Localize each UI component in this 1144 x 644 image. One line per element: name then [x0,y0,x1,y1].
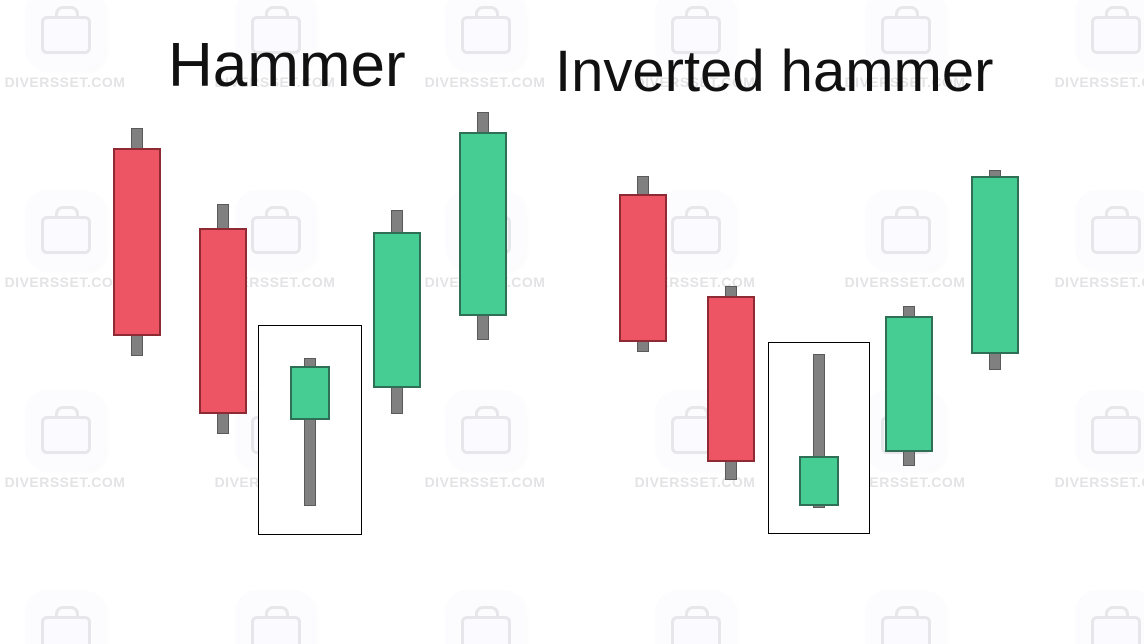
watermark-text: DIVERSSET.COM [410,74,560,90]
watermark-tile: DIVERSSET.COM [620,590,770,644]
watermark-tile: DIVERSSET.COM [1040,590,1144,644]
briefcase-icon [445,590,525,644]
watermark-text: DIVERSSET.COM [620,474,770,490]
briefcase-icon [655,590,735,644]
left-c5-body [459,132,507,316]
watermark-text: DIVERSSET.COM [0,74,140,90]
watermark-tile: DIVERSSET.COM [1040,0,1144,90]
briefcase-icon [1075,590,1144,644]
watermark-tile: DIVERSSET.COM [0,0,140,90]
watermark-tile: DIVERSSET.COM [1040,190,1144,290]
right-c1-body [619,194,667,342]
right-c3-body [799,456,839,506]
watermark-tile: DIVERSSET.COM [830,190,980,290]
left-c2 [222,0,223,1]
right-c3 [818,0,819,1]
briefcase-icon [865,590,945,644]
left-c3-body [290,366,330,420]
briefcase-icon [235,190,315,270]
briefcase-icon [445,0,525,70]
watermark-text: DIVERSSET.COM [1040,474,1144,490]
left-c1-body [113,148,161,336]
watermark-tile: DIVERSSET.COM [410,590,560,644]
right-c1 [642,0,643,1]
watermark-tile: DIVERSSET.COM [0,390,140,490]
left-c4-body [373,232,421,388]
right-c2 [730,0,731,1]
right-c5-body [971,176,1019,354]
briefcase-icon [1075,0,1144,70]
left-c1 [136,0,137,1]
watermark-tile: DIVERSSET.COM [410,390,560,490]
briefcase-icon [235,590,315,644]
title-hammer: Hammer [168,30,406,101]
watermark-text: DIVERSSET.COM [0,474,140,490]
left-c5 [482,0,483,1]
right-c2-body [707,296,755,462]
watermark-text: DIVERSSET.COM [410,474,560,490]
briefcase-icon [1075,190,1144,270]
title-inverted-hammer: Inverted hammer [555,38,993,105]
briefcase-icon [445,390,525,470]
watermark-text: DIVERSSET.COM [830,274,980,290]
briefcase-icon [25,0,105,70]
watermark-tile: DIVERSSET.COM [200,590,350,644]
watermark-text: DIVERSSET.COM [1040,74,1144,90]
watermark-tile: DIVERSSET.COM [1040,390,1144,490]
watermark-text: DIVERSSET.COM [1040,274,1144,290]
left-c4 [396,0,397,1]
briefcase-icon [25,390,105,470]
briefcase-icon [1075,390,1144,470]
left-c3 [309,0,310,1]
left-c2-body [199,228,247,414]
watermark-tile: DIVERSSET.COM [830,590,980,644]
right-c4-body [885,316,933,452]
briefcase-icon [25,190,105,270]
right-c5 [994,0,995,1]
briefcase-icon [865,190,945,270]
briefcase-icon [25,590,105,644]
watermark-tile: DIVERSSET.COM [410,0,560,90]
right-c4 [908,0,909,1]
briefcase-icon [655,190,735,270]
watermark-tile: DIVERSSET.COM [0,590,140,644]
diagram-stage: DIVERSSET.COM DIVERSSET.COM DIVERSSET.COM D… [0,0,1144,644]
